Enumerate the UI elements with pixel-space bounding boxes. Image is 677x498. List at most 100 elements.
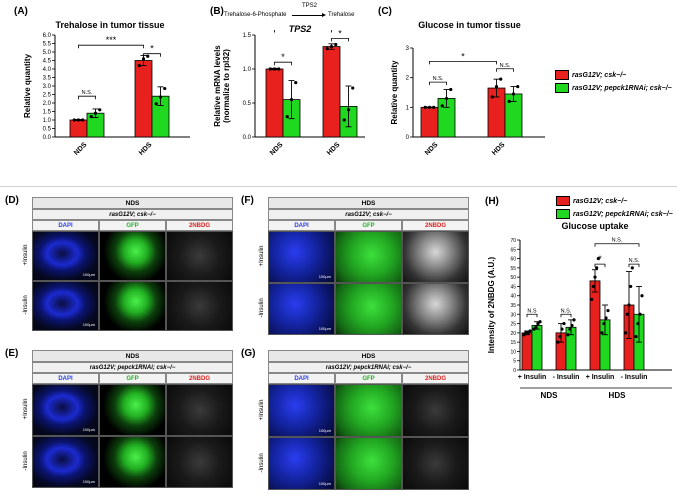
significance-label: N.S.: [561, 308, 572, 314]
x-tick-label: + Insulin: [586, 374, 615, 381]
scale-bar-label: 100μm: [82, 427, 95, 432]
y-tick-label: 10: [510, 349, 516, 355]
data-point: [572, 318, 576, 322]
data-point: [158, 95, 163, 99]
y-tick-label: 0.0: [243, 135, 252, 141]
bar: [134, 60, 153, 138]
significance-label: N.S.: [433, 76, 444, 82]
significance-bracket: [594, 263, 606, 268]
data-point: [534, 325, 538, 329]
group-label: NDS: [541, 391, 559, 400]
y-tick-label: 65: [510, 247, 516, 253]
y-tick-label: 0.0: [43, 135, 52, 141]
pathway-arrowhead: [322, 13, 326, 17]
channel-header-gfp: GFP: [335, 220, 402, 231]
y-tick-label: 60: [510, 257, 516, 263]
y-tick-label: 1.5: [43, 110, 52, 116]
data-point: [602, 321, 606, 326]
significance-label: N.S.: [82, 90, 93, 96]
data-point: [285, 115, 289, 119]
y-tick-label: 3: [406, 46, 410, 52]
panel-letter-g: (G): [241, 348, 256, 359]
legend-label-1: rasG12V; csk−/−: [572, 71, 627, 79]
x-tick-label: NDS: [269, 141, 285, 157]
x-tick-label: - Insulin: [553, 374, 580, 381]
y-tick-label: 40: [510, 294, 516, 300]
panel-h-title: Glucose uptake: [561, 221, 629, 231]
channel-header-2nbdg: 2NBDG: [402, 373, 469, 384]
data-point: [325, 47, 329, 51]
data-point: [76, 118, 81, 122]
y-tick-label: 5.0: [43, 50, 52, 56]
bar: [69, 119, 88, 138]
y-tick-label: 70: [510, 238, 516, 244]
panel-letter-d: (D): [5, 195, 19, 206]
row-label: -Insulin: [23, 295, 29, 315]
micrograph-dapi: 100μm: [268, 437, 335, 490]
data-point: [294, 81, 298, 85]
y-tick-label: 2.0: [43, 101, 52, 107]
panel-b-gene-title: TPS2: [288, 24, 312, 34]
data-point: [568, 327, 572, 331]
x-tick-label: - Insulin: [621, 374, 648, 381]
micrograph-dapi: 100μm: [32, 231, 99, 281]
channel-header-dapi: DAPI: [268, 373, 335, 384]
y-tick-label: 3.5: [43, 76, 52, 82]
legend-top-item-2: rasG12V; pepck1RNAi; csk−/−: [555, 83, 672, 93]
micrograph-gfp: [335, 437, 402, 490]
data-point: [81, 118, 85, 122]
micrograph-2nbdg: [402, 437, 469, 490]
data-point: [590, 297, 594, 302]
data-point: [630, 266, 634, 270]
scale-bar-label: 100μm: [318, 326, 331, 331]
significance-label: *: [281, 52, 285, 62]
data-point: [528, 329, 532, 333]
pathway-substrate: Trehalose-6-Phosphate: [224, 12, 287, 18]
pathway-product: Trehalose: [328, 12, 355, 18]
channel-header-gfp: GFP: [99, 220, 166, 231]
data-point: [538, 320, 542, 324]
micrograph-dapi: 100μm: [268, 231, 335, 283]
x-tick-label: NDS: [424, 141, 440, 157]
y-tick-label: 2.5: [43, 93, 52, 99]
panel-letter-h: (H): [485, 196, 499, 207]
significance-bracket: [274, 30, 332, 33]
micrograph-gfp: [335, 283, 402, 335]
significance-label: N.S.: [629, 258, 640, 264]
data-point: [511, 92, 516, 96]
significance-bracket: [78, 44, 144, 49]
data-point: [93, 111, 98, 115]
scale-bar-label: 100μm: [82, 272, 95, 277]
micrograph-2nbdg: [166, 281, 233, 331]
x-tick-label: + Insulin: [518, 374, 547, 381]
micrograph-2nbdg: [166, 384, 233, 436]
x-tick-label: HDS: [326, 141, 342, 157]
micrograph-dapi: 100μm: [32, 281, 99, 331]
legend-h-label-2: rasG12V; pepck1RNAi; csk−/−: [573, 210, 673, 218]
scale-bar-label: 100μm: [82, 322, 95, 327]
significance-label: *: [461, 51, 465, 61]
data-point: [499, 77, 503, 81]
channel-header-dapi: DAPI: [32, 373, 99, 384]
micrograph-gfp: [99, 436, 166, 488]
legend-h-label-1: rasG12V; csk−/−: [573, 197, 628, 205]
data-point: [146, 54, 150, 58]
channel-header-dapi: DAPI: [32, 220, 99, 231]
data-point: [490, 95, 494, 99]
micrograph-dapi: 100μm: [32, 436, 99, 488]
data-point: [640, 294, 644, 298]
data-point: [507, 99, 511, 103]
genotype-header: rasG12V; pepck1RNAi; csk−/−: [32, 362, 233, 373]
significance-bracket: [429, 60, 497, 65]
significance-bracket: [429, 81, 447, 86]
micrograph-gfp: [99, 281, 166, 331]
legend-h-swatch-green: [556, 209, 570, 219]
pathway-enzyme: TPS2: [302, 3, 318, 9]
micrograph-2nbdg: [402, 231, 469, 283]
genotype-header: rasG12V; csk−/−: [32, 209, 233, 220]
channel-header-gfp: GFP: [99, 373, 166, 384]
significance-bracket: [331, 38, 349, 42]
bar: [420, 106, 439, 138]
significance-bracket: [526, 313, 538, 318]
data-point: [516, 84, 520, 89]
